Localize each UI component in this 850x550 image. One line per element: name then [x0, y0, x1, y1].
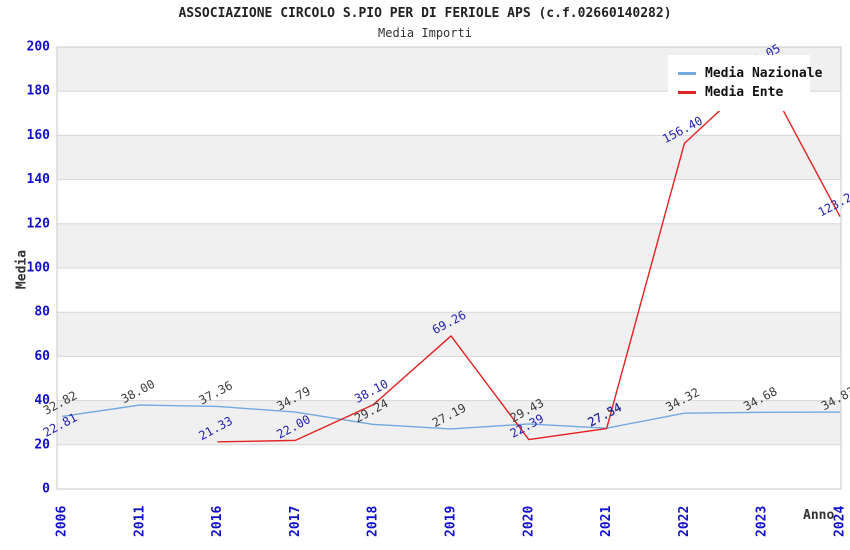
y-tick-label: 40 — [34, 393, 50, 408]
legend-swatch-media-nazionale — [678, 72, 696, 75]
x-tick-label: 2021 — [599, 506, 614, 537]
y-tick-label: 120 — [27, 216, 51, 231]
chart-subtitle: Media Importi — [378, 26, 472, 40]
plot-band — [57, 223, 841, 268]
x-tick-label: 2024 — [833, 506, 848, 537]
y-tick-label: 200 — [27, 40, 51, 55]
y-tick-label: 80 — [34, 305, 50, 320]
legend-swatch-media-ente — [678, 91, 696, 94]
x-tick-label: 2019 — [444, 506, 459, 537]
chart-legend: Media Nazionale Media Ente — [668, 55, 822, 111]
y-tick-label: 160 — [27, 128, 51, 143]
x-axis-title: Anno — [803, 508, 835, 523]
x-tick-label: 2023 — [755, 506, 770, 537]
legend-label-media-nazionale: Media Nazionale — [705, 66, 823, 81]
x-tick-label: 2017 — [288, 506, 303, 537]
plot-band — [57, 400, 841, 445]
x-tick-label: 2022 — [677, 506, 692, 537]
x-tick-label: 2011 — [132, 506, 147, 537]
y-tick-label: 0 — [42, 482, 50, 497]
x-tick-label: 2018 — [366, 506, 381, 537]
x-tick-label: 2020 — [521, 506, 536, 537]
point-label: 123.26 — [816, 187, 850, 220]
y-tick-label: 140 — [27, 172, 51, 187]
y-axis-title: Media — [14, 249, 30, 290]
series-line-media-nazionale — [61, 404, 841, 430]
legend-label-media-ente: Media Ente — [705, 85, 784, 100]
y-tick-label: 100 — [27, 261, 51, 276]
y-tick-label: 20 — [34, 437, 50, 452]
plot-band — [57, 135, 841, 180]
legend-item-media-nazionale: Media Nazionale — [678, 65, 822, 82]
y-tick-label: 180 — [27, 84, 51, 99]
y-tick-label: 60 — [34, 349, 50, 364]
x-tick-label: 2006 — [55, 506, 70, 537]
plot-border — [56, 46, 842, 490]
legend-item-media-ente: Media Ente — [678, 84, 802, 101]
x-tick-label: 2016 — [210, 506, 225, 537]
plot-band — [57, 312, 841, 357]
chart-title: ASSOCIAZIONE CIRCOLO S.PIO PER DI FERIOL… — [178, 6, 672, 21]
